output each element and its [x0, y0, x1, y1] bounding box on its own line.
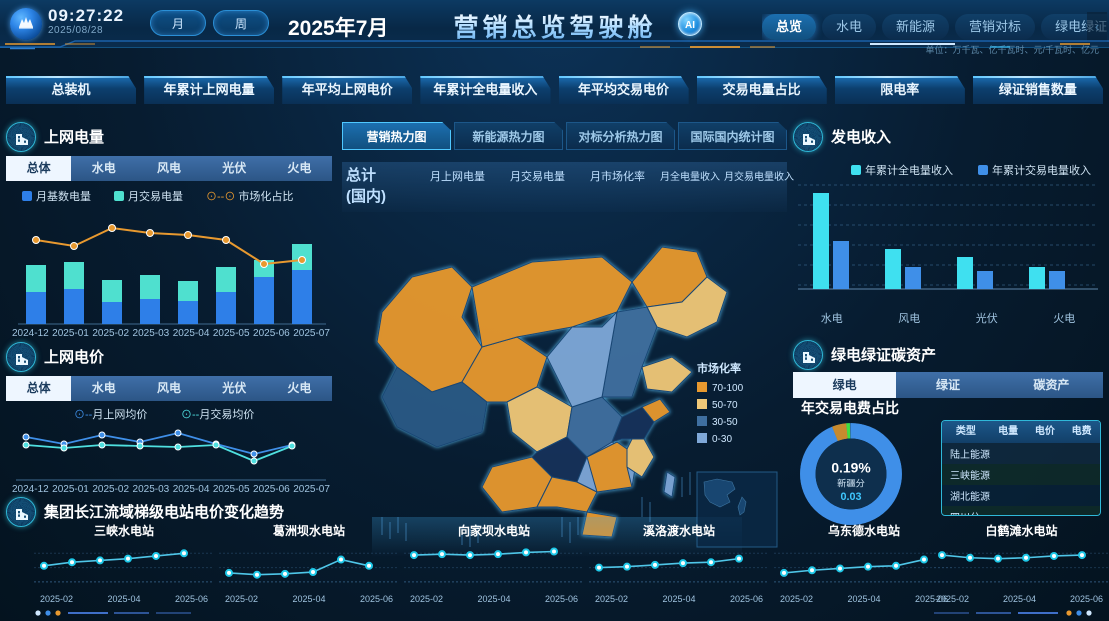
svg-text:70-100: 70-100	[712, 383, 744, 394]
svg-text:市场化率: 市场化率	[697, 361, 741, 375]
svg-text:新疆分: 新疆分	[837, 477, 865, 488]
svg-text:50-70: 50-70	[712, 400, 738, 411]
svg-text:30-50: 30-50	[712, 417, 738, 428]
svg-text:0-30: 0-30	[712, 434, 732, 445]
svg-text:0.19%: 0.19%	[831, 459, 870, 475]
